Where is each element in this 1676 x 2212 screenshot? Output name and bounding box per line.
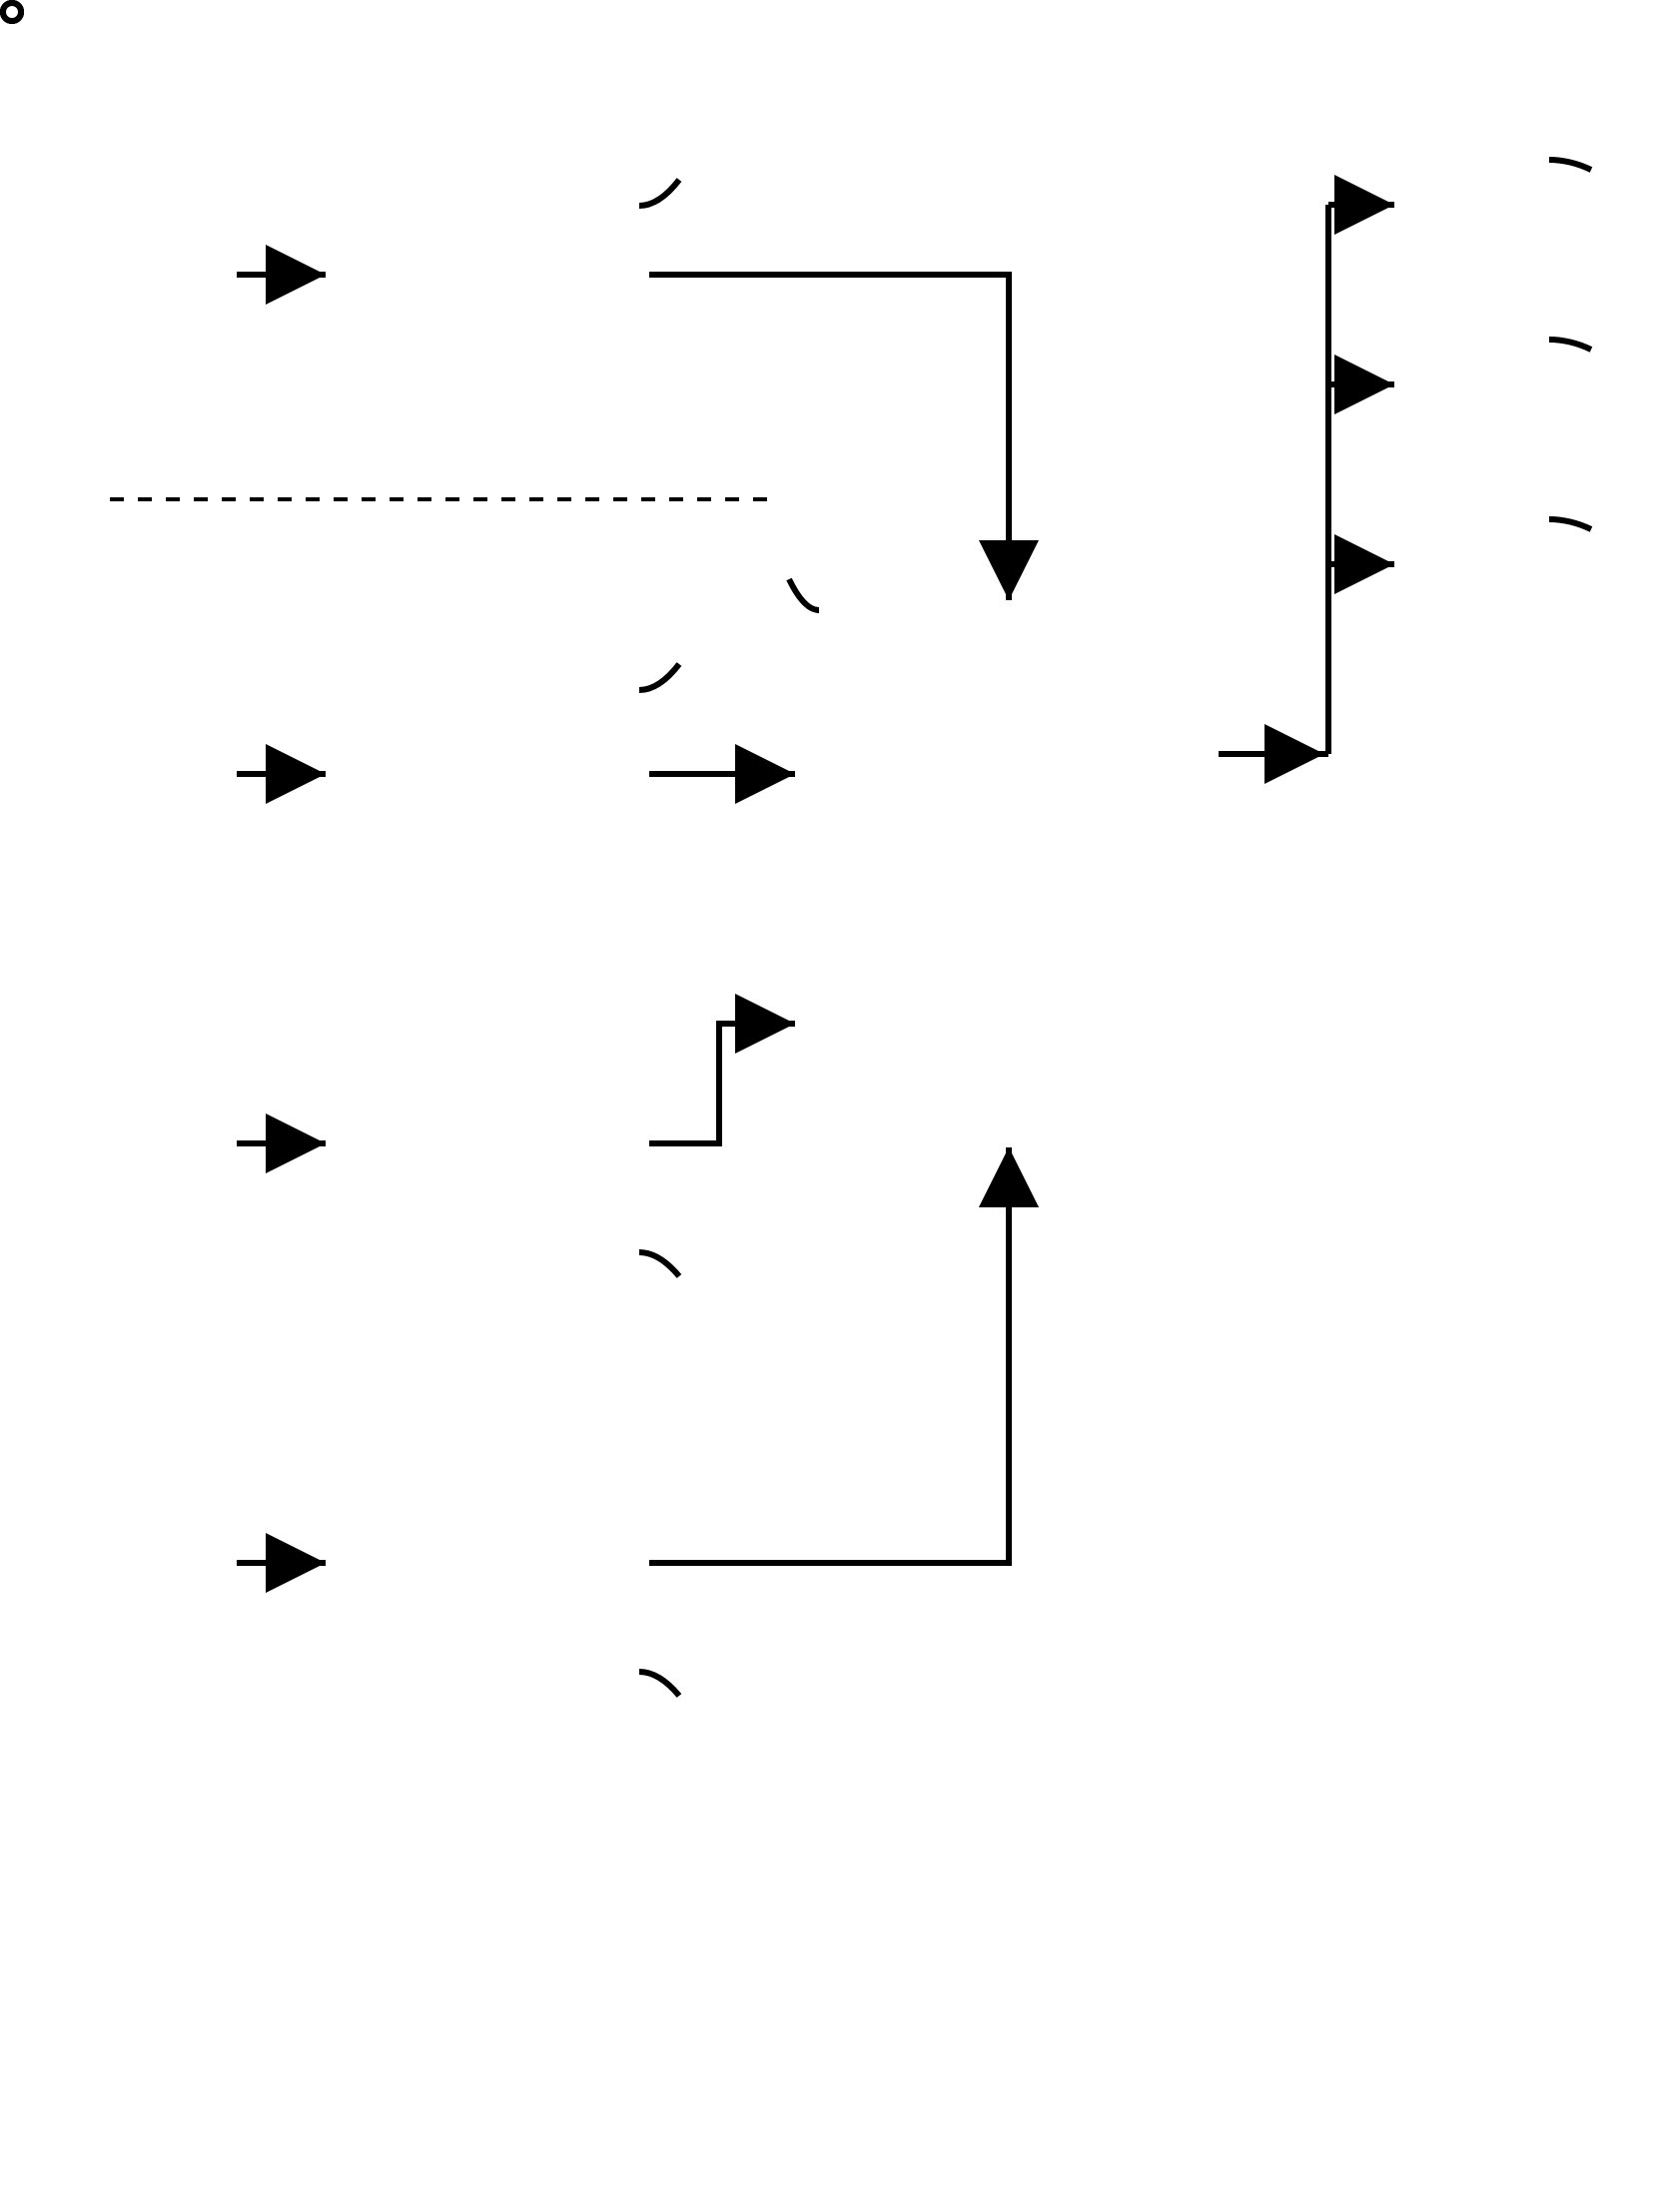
figure-canvas: [0, 0, 1676, 2212]
connectors: [0, 0, 1676, 2212]
node-credit-bureau-3: [0, 0, 24, 24]
